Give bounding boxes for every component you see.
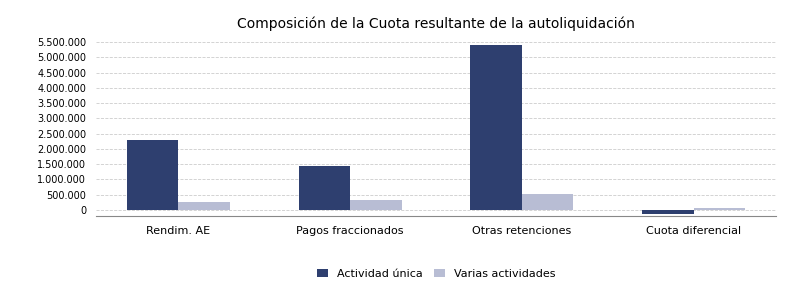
Bar (127, 140, 178, 210)
Bar (694, 208, 745, 210)
Bar (350, 200, 402, 210)
Bar (178, 202, 230, 210)
Bar (298, 166, 350, 210)
Bar (470, 45, 522, 210)
Legend: Actividad única, Varias actividades: Actividad única, Varias actividades (317, 269, 555, 279)
Title: Composición de la Cuota resultante de la autoliquidación: Composición de la Cuota resultante de la… (237, 16, 635, 31)
Bar (522, 194, 574, 210)
Bar (642, 210, 694, 214)
